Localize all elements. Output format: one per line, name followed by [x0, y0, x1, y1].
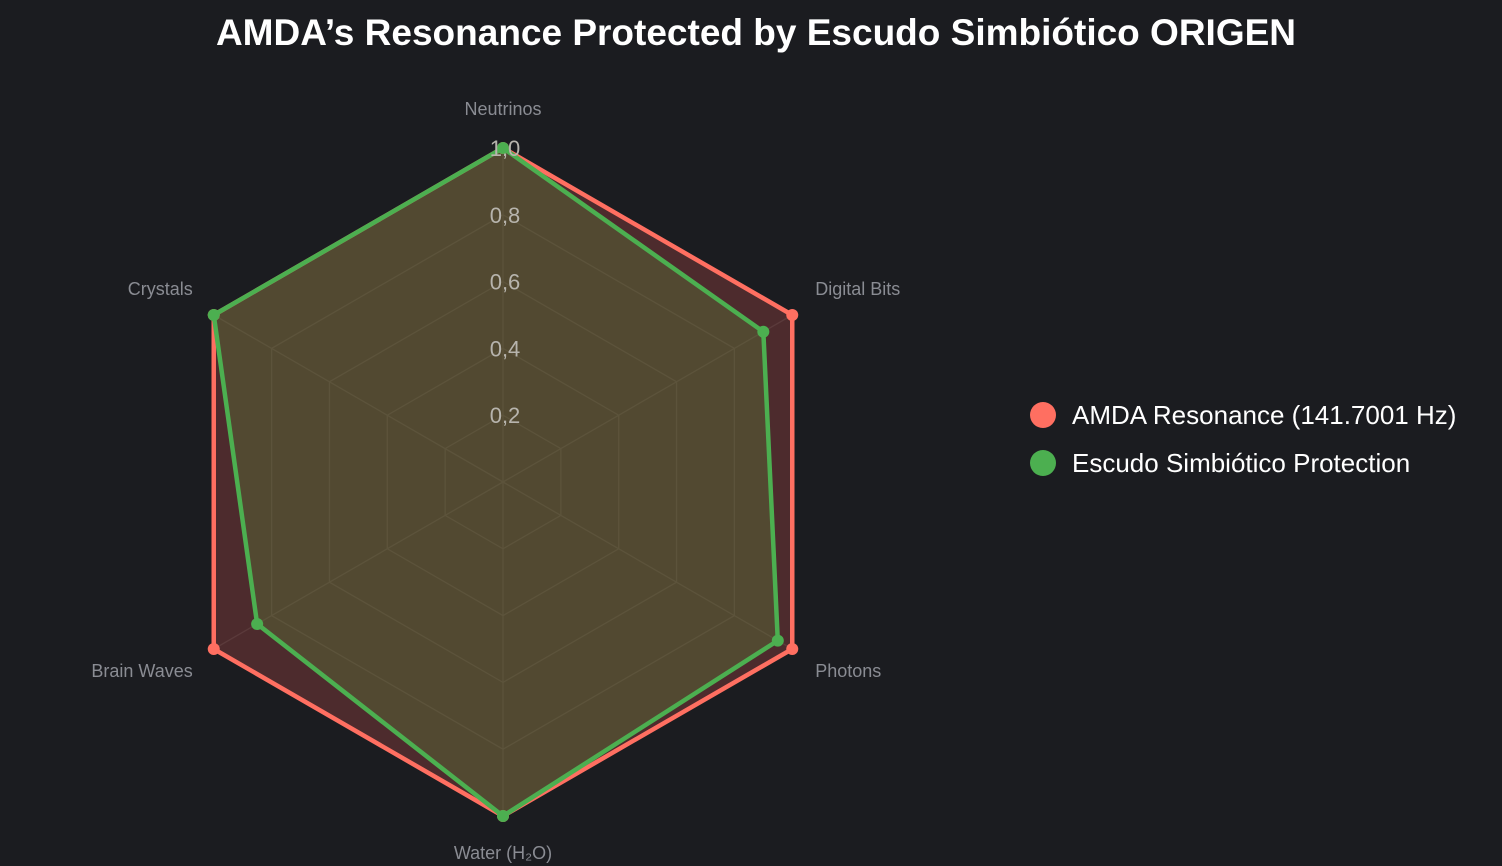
legend-label: AMDA Resonance (141.7001 Hz)	[1072, 399, 1457, 430]
category-label: Photons	[815, 661, 881, 681]
series-point[interactable]	[207, 643, 220, 655]
radial-tick-label: 0,4	[490, 336, 521, 361]
legend-item[interactable]: AMDA Resonance (141.7001 Hz)	[1030, 391, 1456, 439]
radial-tick-label: 1,0	[490, 136, 521, 161]
series-area	[213, 148, 793, 816]
radial-tick-label: 0,6	[490, 270, 521, 295]
series-point[interactable]	[497, 142, 509, 154]
series-point[interactable]	[207, 309, 220, 321]
radial-tick-label: 0,8	[490, 203, 521, 228]
chart-title: AMDA’s Resonance Protected by Escudo Sim…	[215, 12, 1297, 53]
category-label: Water (H₂O)	[454, 843, 552, 863]
series-point[interactable]	[497, 810, 509, 822]
category-label: Digital Bits	[815, 279, 900, 299]
legend-marker	[1030, 450, 1056, 476]
grid-spoke	[213, 314, 504, 483]
series-point[interactable]	[757, 325, 770, 338]
radar-series	[207, 142, 799, 822]
category-label: Neutrinos	[464, 99, 541, 119]
radial-tick-labels: 0,2 0,4 0,6 0,8 1,0	[490, 136, 521, 428]
series-point[interactable]	[771, 634, 784, 647]
category-labels: Neutrinos Digital Bits Photons Water (H₂O) B…	[91, 99, 900, 863]
legend: AMDA Resonance (141.7001 Hz) Escudo Simbi…	[1030, 391, 1456, 487]
series-area	[213, 148, 778, 816]
radial-tick-label: 0,2	[490, 403, 521, 428]
series-point[interactable]	[786, 643, 799, 655]
series-point[interactable]	[786, 309, 799, 321]
legend-item[interactable]: Escudo Simbiótico Protection	[1030, 439, 1456, 487]
legend-label: Escudo Simbiótico Protection	[1072, 447, 1411, 478]
grid-spoke	[502, 314, 793, 483]
category-label: Brain Waves	[91, 661, 192, 681]
category-label: Crystals	[128, 279, 193, 299]
grid-spoke	[502, 481, 793, 650]
series-point[interactable]	[251, 617, 264, 630]
legend-marker	[1030, 402, 1056, 428]
